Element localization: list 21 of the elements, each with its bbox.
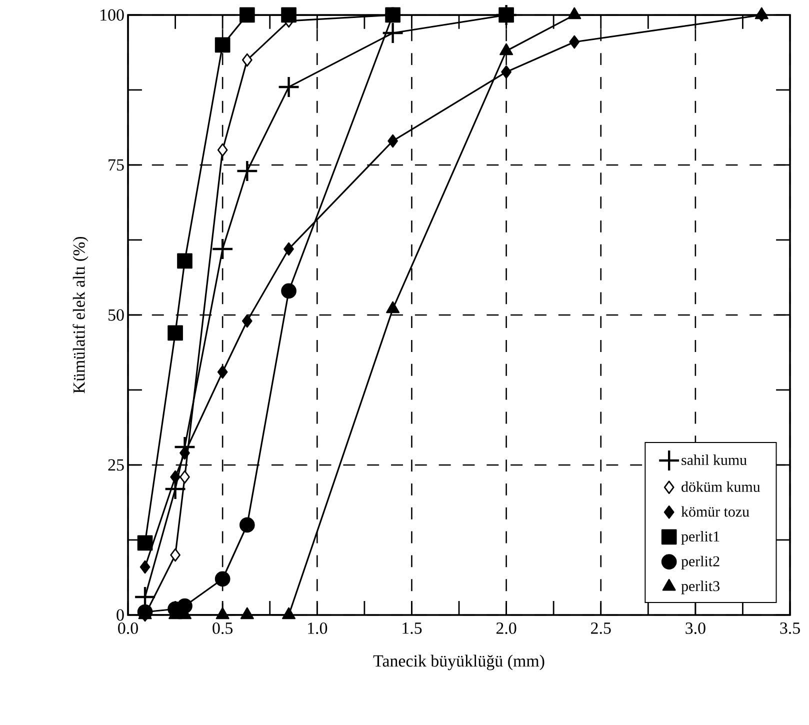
x-tick-label: 3.0 <box>686 622 706 634</box>
legend-label: sahil kumu <box>682 454 747 466</box>
x-tick-label: 2.5 <box>591 622 611 634</box>
x-tick-label: 0.0 <box>118 622 138 634</box>
x-tick-label: 3.5 <box>780 622 800 634</box>
legend-label: döküm kumu <box>682 481 760 492</box>
legend-label: perlit2 <box>681 556 720 570</box>
y-tick-label: 25 <box>108 459 124 471</box>
y-tick-label: 0 <box>116 609 124 621</box>
y-tick-label: 100 <box>100 9 124 21</box>
y-tick-label: 75 <box>108 159 124 171</box>
legend-label: kömür tozu <box>681 506 750 517</box>
y-tick-label: 50 <box>108 309 124 321</box>
x-tick-label: 2.0 <box>496 622 516 634</box>
x-axis-title: Tanecik büyüklüğü (mm) <box>373 654 544 670</box>
x-tick-label: 0.5 <box>212 622 233 634</box>
legend-label: perlit3 <box>681 580 720 594</box>
x-tick-label: 1.5 <box>402 622 422 634</box>
legend-label: perlit1 <box>681 531 720 545</box>
y-axis-title: Kümülatif elek altı (%) <box>72 236 88 394</box>
x-tick-label: 1.0 <box>308 622 328 634</box>
